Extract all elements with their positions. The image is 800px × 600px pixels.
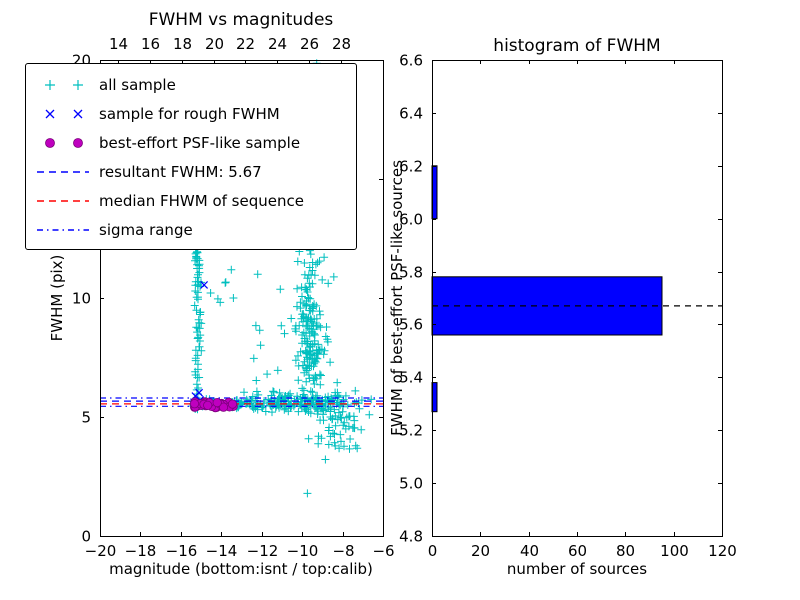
tick-label: 5.2 (399, 422, 423, 440)
tick-label: 24 (268, 35, 287, 53)
psf-like-point (203, 400, 213, 410)
tick-label: 0 (428, 542, 438, 560)
tick-label: −16 (166, 542, 198, 560)
legend-marker (34, 161, 92, 183)
tick-label: 80 (616, 542, 635, 560)
tick-label: 16 (141, 35, 160, 53)
legend-label: resultant FWHM: 5.67 (99, 162, 262, 181)
plus-icon (73, 79, 83, 90)
tick-label: 28 (332, 35, 351, 53)
legend-label: median FHWM of sequence (99, 191, 304, 210)
legend-label: sigma range (99, 220, 193, 239)
circle-legend-icon (45, 137, 83, 148)
tick-label: 6.6 (399, 52, 423, 70)
legend-marker (34, 103, 92, 125)
tick-label: 40 (520, 542, 539, 560)
x-icon (73, 109, 83, 118)
legend-item-sigma-range: sigma range (34, 215, 348, 244)
legend-marker (34, 132, 92, 154)
psf-like-point (227, 399, 238, 409)
tick-label: 22 (236, 35, 255, 53)
tick-label: −20 (85, 542, 117, 560)
legend-marker (34, 219, 92, 241)
tick-label: −14 (206, 542, 238, 560)
tick-label: 20 (205, 35, 224, 53)
circle-icon (73, 137, 83, 148)
scatter-title: FWHM vs magnitudes (148, 10, 334, 30)
tick-label: 26 (300, 35, 319, 53)
line-dashed-legend-icon (37, 199, 89, 202)
tick-label: −12 (247, 542, 279, 560)
tick-label: 4.8 (399, 528, 423, 546)
scatter-ylabel: FWHM (pix) (48, 254, 66, 342)
tick-label: 18 (173, 35, 192, 53)
tick-label: 6.2 (399, 158, 423, 176)
tick-label: 6.4 (399, 105, 423, 123)
plus-legend-icon (45, 79, 83, 90)
legend-label: best-effort PSF-like sample (99, 133, 301, 152)
tick-label: −6 (372, 542, 394, 560)
tick-label: 0 (81, 528, 91, 546)
psf-like-point (218, 402, 229, 412)
tick-label: 5.8 (399, 264, 423, 282)
psf-like-point (189, 399, 200, 409)
tick-label: −18 (125, 542, 157, 560)
legend-item-resultant-fwhm: resultant FWHM: 5.67 (34, 157, 348, 186)
line-dashdot-legend-icon (37, 228, 89, 231)
tick-label: 100 (660, 542, 689, 560)
tick-label: 5.6 (399, 316, 423, 334)
legend-label: all sample (99, 75, 176, 94)
legend-marker (34, 74, 92, 96)
tick-label: −10 (287, 542, 319, 560)
tick-label: 5 (81, 409, 91, 427)
line-dashed-legend-icon (37, 170, 89, 173)
tick-label: 5.4 (399, 369, 423, 387)
tick-label: −8 (332, 542, 354, 560)
legend-marker (34, 190, 92, 212)
legend-item-rough-fwhm: sample for rough FWHM (34, 99, 348, 128)
legend: all sample sample for rough FWHM best-ef… (25, 63, 357, 250)
tick-label: 60 (568, 542, 587, 560)
circle-icon (45, 137, 55, 148)
legend-item-median-fwhm: median FHWM of sequence (34, 186, 348, 215)
tick-label: 5.0 (399, 475, 423, 493)
x-icon (45, 109, 55, 118)
histogram-ylabel: FWHM of best-effort PSF-like sources (388, 160, 406, 436)
histogram-title: histogram of FWHM (493, 36, 661, 56)
legend-item-all-sample: all sample (34, 70, 348, 99)
legend-label: sample for rough FWHM (99, 104, 280, 123)
x-legend-icon (45, 109, 83, 118)
tick-label: 14 (109, 35, 128, 53)
histogram-plot: 0 20 40 60 80 100 120 4.8 5.0 5.2 5.4 5.6 5.8 6.0 6.2 6… (399, 52, 737, 561)
tick-label: 6.0 (399, 211, 423, 229)
legend-item-psf-like: best-effort PSF-like sample (34, 128, 348, 157)
psf-like-point (212, 397, 222, 408)
plus-icon (45, 79, 55, 90)
scatter-xlabel: magnitude (bottom:isnt / top:calib) (109, 560, 373, 578)
tick-label: 10 (72, 290, 91, 308)
tick-label: 120 (708, 542, 737, 560)
tick-label: 20 (471, 542, 490, 560)
histogram-xlabel: number of sources (506, 560, 648, 578)
